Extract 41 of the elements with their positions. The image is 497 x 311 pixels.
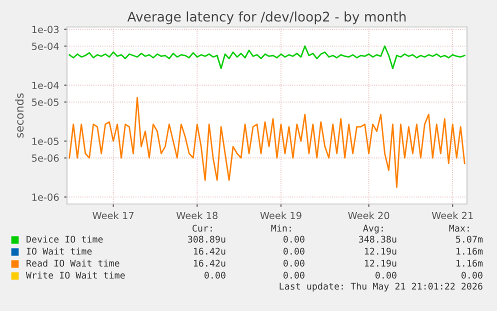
text: Last update: Thu May 21 21:01:22 2026 (280, 282, 482, 292)
legend-label: Device IO time (26, 236, 103, 243)
line-series (68, 96, 466, 188)
y-axis-title: seconds (15, 93, 24, 138)
text: 0.00 (376, 272, 396, 279)
text: 12.19u (364, 248, 396, 255)
text: 1.16m (456, 248, 483, 255)
legend-label: Read IO Wait time (26, 260, 120, 267)
text: Cur: (192, 224, 212, 232)
text: 308.89u (188, 236, 226, 243)
x-tick-label: Week 19 (260, 212, 302, 220)
x-tick-label: Week 21 (432, 212, 473, 220)
text: Avg: (363, 224, 383, 234)
text: 0.00 (284, 260, 304, 267)
y-tick-label: 5e-05 (32, 98, 59, 106)
text: 1.16m (456, 260, 483, 267)
y-tick-label: 1e-05 (32, 138, 59, 145)
text: Min: (271, 224, 291, 232)
text: 348.38u (358, 236, 396, 243)
y-tick-label: 1e-04 (32, 82, 59, 90)
chart-title: Average latency for /dev/loop2 - by month (127, 11, 406, 24)
text: 0.00 (462, 272, 482, 279)
text: 0.00 (284, 272, 304, 279)
text: 16.42u (194, 248, 226, 255)
y-tick-label: 5e-06 (32, 154, 59, 162)
x-tick-label: Week 20 (348, 212, 390, 220)
text: 0.00 (284, 236, 304, 243)
line-series (68, 45, 466, 70)
legend-label: Write IO Wait time (26, 272, 125, 279)
y-tick-label: 1e-06 (32, 193, 59, 201)
y-tick-label: 1e-03 (32, 26, 59, 34)
legend-label: IO Wait time (26, 248, 92, 255)
y-tick-label: 5e-04 (32, 42, 59, 50)
text: 16.42u (194, 260, 226, 267)
x-tick-label: Week 18 (176, 212, 218, 220)
text: 12.19u (364, 260, 396, 267)
text: Max: (449, 224, 469, 232)
x-tick-label: Week 17 (92, 212, 134, 220)
text: 0.00 (204, 272, 226, 279)
text: 5.07m (456, 236, 483, 243)
text: 0.00 (284, 248, 304, 255)
